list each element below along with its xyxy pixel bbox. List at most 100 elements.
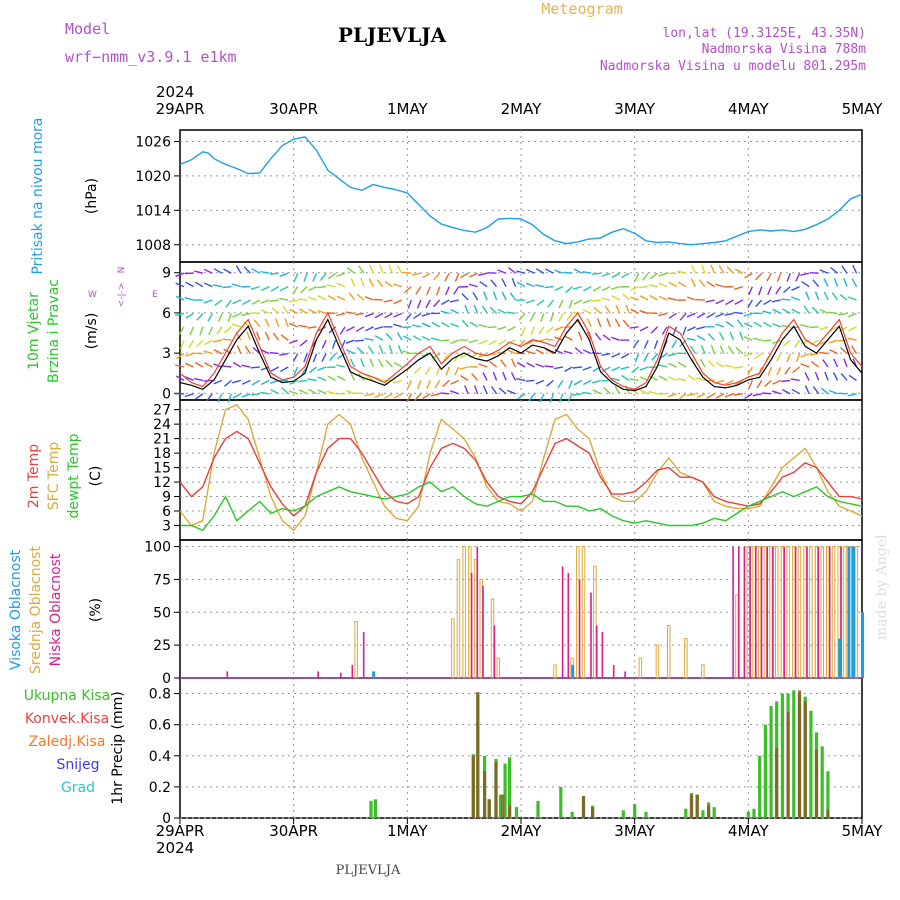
- wind-arrow: [271, 307, 280, 314]
- wind-arrow: [564, 366, 573, 373]
- wind-arrow: [460, 272, 469, 279]
- wind-arrow: [497, 269, 507, 274]
- wind-arrow: [203, 350, 213, 355]
- wind-arrow: [321, 339, 327, 349]
- wind-arrow: [469, 352, 478, 359]
- wind-arrow: [272, 332, 280, 341]
- wind-arrow: [851, 345, 858, 354]
- wind-arrow: [269, 351, 279, 355]
- wind-arrow: [706, 312, 715, 319]
- wind-arrow: [450, 339, 459, 345]
- mid-cloud-bar: [456, 559, 461, 679]
- mid-cloud-bar: [780, 546, 785, 679]
- low-cloud-bar: [743, 546, 746, 678]
- wind-arrow: [227, 393, 233, 403]
- low-cloud-bar: [476, 546, 479, 678]
- precip-legend-item: Ukupna Kisa: [24, 688, 111, 704]
- wind-arrow: [726, 266, 734, 274]
- wind-arrow: [426, 380, 431, 389]
- wind-arrow: [393, 312, 403, 318]
- conv-precip-bar: [826, 810, 830, 818]
- wind-arrow: [538, 326, 545, 335]
- wind-arrow: [327, 294, 336, 301]
- pressure-line: [179, 136, 863, 246]
- wind-arrow: [461, 319, 469, 328]
- total-precip-bar: [780, 693, 784, 818]
- wind-arrow: [252, 346, 261, 355]
- wind-arrow: [811, 306, 820, 314]
- wind-arrow: [582, 299, 592, 304]
- mid-cloud-bar: [553, 664, 557, 679]
- conv-precip-bar: [775, 748, 779, 818]
- low-cloud-bar: [362, 632, 365, 678]
- wind-arrow: [610, 336, 620, 341]
- low-cloud-bar: [806, 546, 808, 678]
- wind-arrow: [336, 272, 346, 277]
- wind-arrow: [658, 295, 668, 301]
- wind-arrow: [767, 366, 772, 376]
- wind-arrow: [413, 312, 422, 320]
- wind-arrow: [591, 299, 601, 302]
- wind-arrow: [594, 332, 602, 341]
- wind-arrow: [235, 265, 242, 274]
- wind-arrow: [393, 361, 403, 368]
- wind-arrow: [289, 379, 298, 386]
- wind-arrow: [203, 268, 213, 274]
- low-cloud-bar: [760, 546, 763, 678]
- wind-arrow: [554, 336, 564, 341]
- wind-arrow: [852, 264, 858, 274]
- wind-arrow: [800, 272, 810, 276]
- wind-arrow: [781, 324, 791, 328]
- wind-arrow: [490, 279, 498, 288]
- wind-arrow: [724, 379, 734, 386]
- wind-arrow: [307, 326, 317, 329]
- wind-arrow: [572, 366, 582, 369]
- wind-arrow: [269, 272, 279, 275]
- wind-arrow: [175, 282, 185, 288]
- wind-arrow: [502, 371, 507, 381]
- wind-arrow: [824, 371, 829, 381]
- wind-arrow: [497, 308, 507, 315]
- total-precip-bar: [769, 706, 773, 818]
- wind-arrow: [292, 353, 299, 362]
- wind-arrow: [526, 339, 535, 346]
- wind-arrow: [828, 389, 838, 395]
- wind-arrow: [507, 326, 516, 332]
- wind-arrow: [724, 364, 734, 368]
- wind-arrow: [358, 265, 365, 274]
- wind-arrow: [764, 379, 772, 388]
- wind-arrow: [227, 313, 233, 323]
- wind-arrow: [754, 353, 763, 360]
- wind-arrow: [345, 311, 355, 315]
- wind-arrow: [772, 322, 782, 328]
- wind-arrow: [762, 339, 772, 342]
- wind-arrow: [364, 312, 374, 318]
- wind-arrow: [279, 272, 289, 277]
- wind-arrow: [606, 318, 611, 328]
- wind-arrow: [415, 286, 422, 295]
- wind-arrow: [582, 366, 592, 371]
- wind-arrow: [413, 366, 422, 374]
- wind-arrow: [516, 361, 526, 368]
- y-tick-label: 1014: [135, 203, 171, 219]
- total-precip-bar: [570, 811, 574, 818]
- wind-arrow: [691, 264, 697, 274]
- wind-arrow: [327, 272, 336, 280]
- wind-arrow: [629, 378, 639, 382]
- wind-arrow: [194, 270, 204, 274]
- wind-arrow: [175, 375, 185, 382]
- wind-arrow: [536, 299, 545, 307]
- wind-arrow: [308, 285, 317, 292]
- wind-arrow: [469, 321, 479, 328]
- wind-arrow: [374, 393, 384, 399]
- low-cloud-bar: [624, 671, 626, 678]
- mid-cloud-bar: [684, 638, 688, 679]
- wind-arrow: [651, 353, 659, 361]
- wind-arrow: [224, 379, 232, 387]
- wind-arrow: [667, 352, 677, 357]
- high-cloud-bar: [372, 671, 376, 678]
- wind-arrow: [771, 390, 781, 395]
- wind-gust-line: [179, 311, 863, 390]
- low-cloud-bar: [840, 546, 842, 678]
